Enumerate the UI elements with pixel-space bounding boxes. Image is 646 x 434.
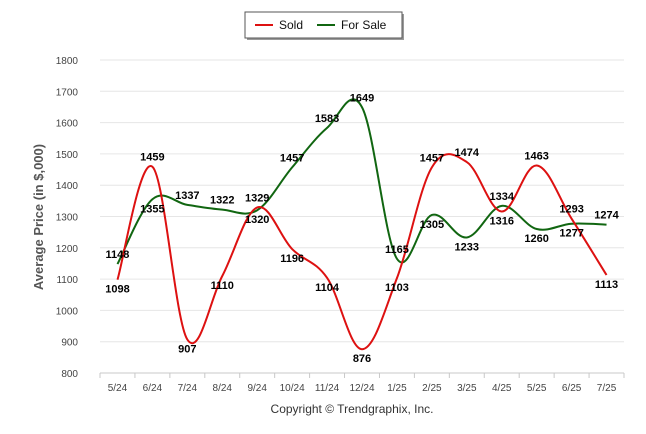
x-tick-label: 9/24	[247, 383, 267, 394]
y-tick-label: 1200	[56, 244, 79, 255]
y-axis-title: Average Price (in $,000)	[31, 144, 46, 290]
data-label-sold: 1098	[105, 284, 129, 296]
grid-lines	[100, 59, 624, 374]
data-label-sold: 1474	[455, 147, 480, 159]
y-tick-label: 800	[61, 369, 78, 380]
data-labels: 1098 1459 907 1110 1329 1196 1104 876 1103 1457 14…	[105, 92, 619, 365]
data-label-sold: 1316	[489, 215, 513, 227]
y-tick-label: 1500	[56, 150, 79, 161]
legend-label-sold: Sold	[279, 18, 303, 32]
data-label-for-sale: 1457	[280, 152, 304, 164]
x-tick-label: 2/25	[422, 383, 442, 394]
data-label-for-sale: 1305	[420, 219, 444, 231]
x-tick-label: 6/25	[562, 383, 582, 394]
y-tick-label: 1800	[56, 56, 79, 67]
series-line-for-sale	[116, 98, 607, 265]
data-label-for-sale: 1334	[489, 191, 514, 203]
data-label-sold: 876	[353, 353, 371, 365]
y-tick-label: 900	[61, 338, 78, 349]
y-tick-label: 1000	[56, 306, 79, 317]
data-label-sold: 1196	[280, 253, 304, 265]
x-tick-label: 5/25	[527, 383, 547, 394]
x-tick-label: 12/24	[349, 383, 374, 394]
data-label-sold: 1104	[315, 282, 340, 294]
data-label-sold: 1457	[420, 152, 444, 164]
data-label-for-sale: 1320	[245, 214, 269, 226]
y-tick-label: 1700	[56, 87, 79, 98]
x-tick-label: 4/25	[492, 383, 512, 394]
copyright-footer: Copyright © Trendgraphix, Inc.	[271, 402, 434, 416]
data-label-for-sale: 1260	[524, 233, 548, 245]
x-tick-label: 1/25	[387, 383, 407, 394]
x-tick-label: 11/24	[315, 383, 340, 394]
series-lines	[116, 98, 608, 351]
legend-label-for-sale: For Sale	[341, 18, 387, 32]
data-label-for-sale: 1649	[350, 92, 374, 104]
data-label-sold: 1113	[595, 279, 618, 291]
data-label-sold: 1293	[559, 204, 583, 216]
data-label-for-sale: 1583	[315, 113, 339, 125]
data-label-for-sale: 1355	[140, 203, 164, 215]
data-label-sold: 1329	[245, 192, 269, 204]
x-tick-label: 6/24	[143, 383, 163, 394]
data-label-sold: 1103	[385, 282, 409, 294]
data-label-sold: 1110	[211, 280, 234, 292]
x-tick-label: 3/25	[457, 383, 477, 394]
x-tick-label: 7/25	[597, 383, 617, 394]
data-label-sold: 1463	[524, 150, 548, 162]
x-tick-label: 8/24	[213, 383, 233, 394]
data-label-sold: 1459	[140, 152, 164, 164]
y-tick-label: 1600	[56, 119, 79, 130]
data-label-for-sale: 1322	[210, 195, 234, 207]
data-label-for-sale: 1277	[559, 228, 583, 240]
data-label-for-sale: 1274	[594, 210, 619, 222]
legend: Sold For Sale	[244, 11, 404, 40]
data-label-for-sale: 1337	[175, 190, 199, 202]
axes: 800 900 1000 1100 1200 1300 1400 1500 1600 1700 18…	[56, 56, 625, 394]
y-tick-label: 1300	[56, 213, 79, 224]
y-tick-label: 1400	[56, 181, 79, 192]
x-tick-label: 10/24	[280, 383, 305, 394]
x-tick-label: 7/24	[178, 383, 198, 394]
data-label-sold: 907	[178, 344, 196, 356]
y-tick-label: 1100	[56, 275, 78, 286]
series-line-sold	[116, 153, 608, 351]
data-label-for-sale: 1148	[106, 249, 130, 261]
x-tick-label: 5/24	[108, 383, 128, 394]
data-label-for-sale: 1233	[455, 241, 479, 253]
data-label-for-sale: 1165	[385, 244, 409, 256]
